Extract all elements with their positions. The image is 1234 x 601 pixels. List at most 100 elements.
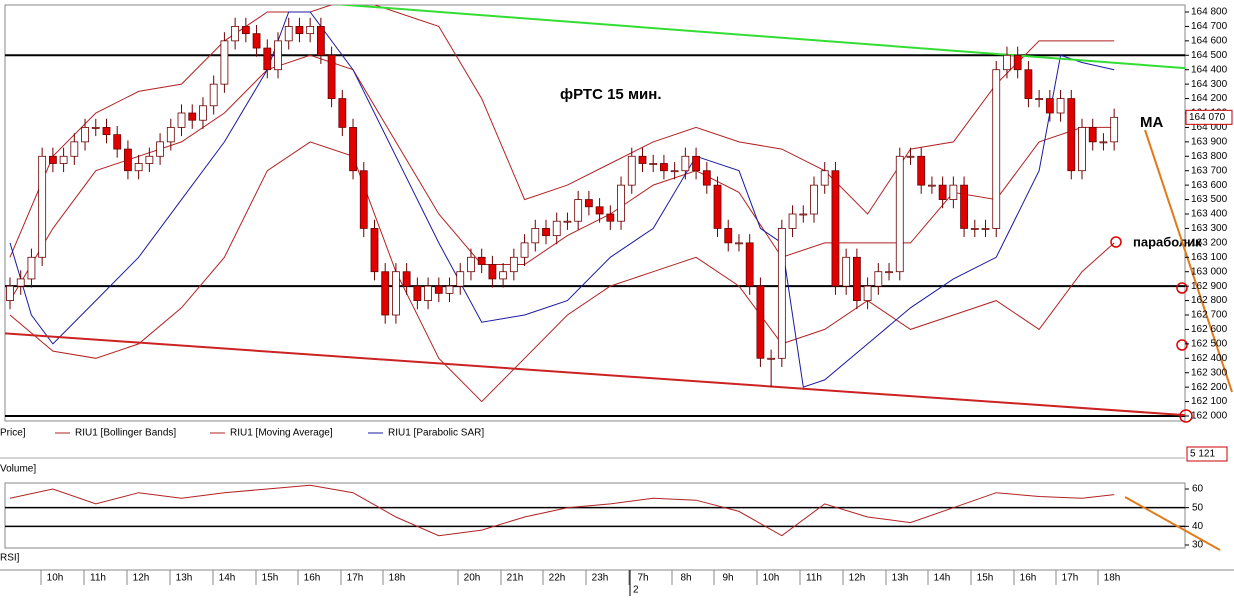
candle-body — [1099, 141, 1108, 144]
candle-body — [681, 155, 690, 172]
time-label: 10h — [47, 573, 64, 584]
marker-circle — [1110, 236, 1122, 248]
time-label: 16h — [1020, 573, 1037, 584]
candle-body — [156, 141, 164, 157]
candle-body — [949, 184, 958, 200]
time-label: 14h — [219, 573, 236, 584]
candle-body — [370, 228, 379, 273]
candle-body — [16, 278, 25, 287]
trendline — [333, 5, 1185, 70]
candle-body — [188, 112, 197, 121]
legend-price: Price] — [0, 428, 26, 439]
candle-body — [488, 264, 497, 280]
rsi-plot — [5, 484, 1185, 537]
candle-body — [831, 170, 840, 287]
y-tick-label: 164 200 — [1191, 93, 1228, 104]
bollinger-lower — [9, 141, 1115, 403]
candle-body — [649, 163, 658, 165]
candle-body — [660, 163, 668, 172]
candle-body — [349, 127, 357, 172]
y-tick-label: 162 900 — [1191, 281, 1228, 292]
indicator-line — [9, 11, 1115, 388]
candle-body — [542, 228, 550, 237]
rsi-label: RSI] — [0, 553, 20, 564]
candle-body — [295, 26, 304, 35]
candle-body — [38, 155, 47, 258]
rsi-tick-label: 40 — [1192, 521, 1204, 532]
candle-body — [970, 228, 979, 230]
candle-body — [392, 271, 400, 316]
time-label: 20h — [464, 573, 481, 584]
time-label: 9h — [722, 573, 733, 584]
candle-body — [274, 40, 282, 71]
time-label: 17h — [1062, 573, 1079, 584]
candle-body — [456, 271, 465, 287]
candle-body — [1013, 54, 1022, 71]
markers — [1110, 236, 1193, 423]
candle-body — [27, 256, 36, 280]
candle-body — [445, 285, 454, 294]
time-label: 18h — [389, 573, 406, 584]
y-tick-label: 163 500 — [1191, 194, 1228, 205]
candle-body — [1110, 116, 1119, 143]
time-label: 8h — [680, 573, 691, 584]
time-label: 12h — [849, 573, 866, 584]
y-tick-label: 162 800 — [1191, 295, 1228, 306]
candle-body — [134, 163, 143, 172]
y-tick-label: 162 400 — [1191, 353, 1228, 364]
rsi-tick-label: 60 — [1192, 484, 1204, 495]
time-label: 13h — [176, 573, 193, 584]
candle-body — [284, 26, 293, 42]
candle-body — [338, 98, 347, 128]
candle-body — [124, 148, 132, 172]
arrow — [1124, 496, 1221, 551]
y-tick-label: 163 900 — [1191, 136, 1228, 147]
candle-body — [810, 184, 818, 215]
y-tick-label: 164 600 — [1191, 35, 1228, 46]
candle-body — [531, 228, 540, 244]
candle-body — [91, 127, 100, 129]
candle-body — [241, 26, 250, 35]
candle-body — [981, 228, 990, 230]
y-tick-label: 164 000 — [1191, 122, 1228, 133]
price-plot — [5, 5, 1185, 417]
y-tick-label: 162 600 — [1191, 324, 1228, 335]
candle-body — [359, 170, 368, 229]
time-label: 15h — [262, 573, 279, 584]
marker-circle — [1176, 282, 1188, 294]
candle-body — [306, 26, 315, 35]
candle-body — [220, 40, 229, 85]
sar-note: параболик — [1133, 234, 1202, 249]
candle-body — [381, 271, 390, 316]
candle-body — [327, 54, 336, 99]
time-label: 10h — [763, 573, 780, 584]
candle-body — [1088, 127, 1097, 143]
candle-body — [724, 228, 733, 244]
candle-body — [477, 256, 486, 265]
volume-label: Volume] — [0, 464, 36, 475]
time-label: 15h — [977, 573, 994, 584]
volume-box — [1186, 446, 1228, 462]
time-label: 11h — [90, 573, 106, 584]
rsi-panel — [4, 482, 1186, 549]
candle-body — [467, 256, 475, 273]
candle-body — [499, 271, 508, 280]
indicator-line — [9, 54, 1115, 301]
candle-body — [1035, 98, 1044, 100]
candle-body — [617, 184, 625, 222]
candle-body — [820, 170, 829, 186]
y-tick-label: 162 300 — [1191, 367, 1228, 378]
bollinger-upper — [9, 5, 1115, 258]
legend-label: RIU1 [Bollinger Bands] — [75, 428, 176, 439]
chart-title: фРТС 15 мин. — [560, 86, 662, 103]
rsi-line — [9, 484, 1115, 537]
time-label: 18h — [1104, 573, 1121, 584]
legend-label: RIU1 [Parabolic SAR] — [388, 428, 484, 439]
candle-body — [638, 155, 647, 164]
candle-body — [509, 256, 518, 273]
candle-body — [424, 285, 432, 301]
candle-body — [756, 285, 765, 359]
y-tick-label: 164 700 — [1191, 21, 1228, 32]
candle-body — [767, 357, 776, 360]
